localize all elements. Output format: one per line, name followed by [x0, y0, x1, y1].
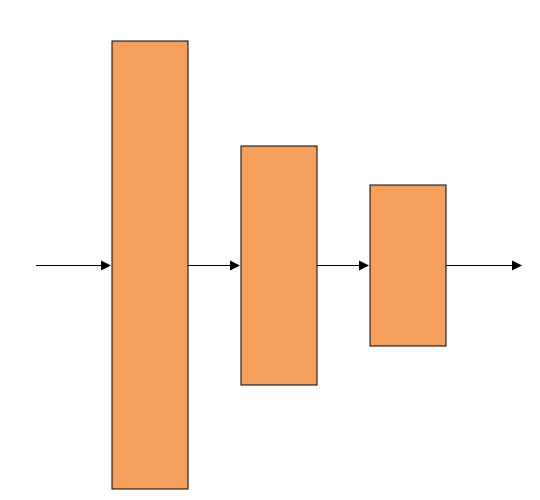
- block-1: [111, 40, 189, 490]
- block-3: [369, 184, 447, 347]
- block-2: [240, 145, 318, 386]
